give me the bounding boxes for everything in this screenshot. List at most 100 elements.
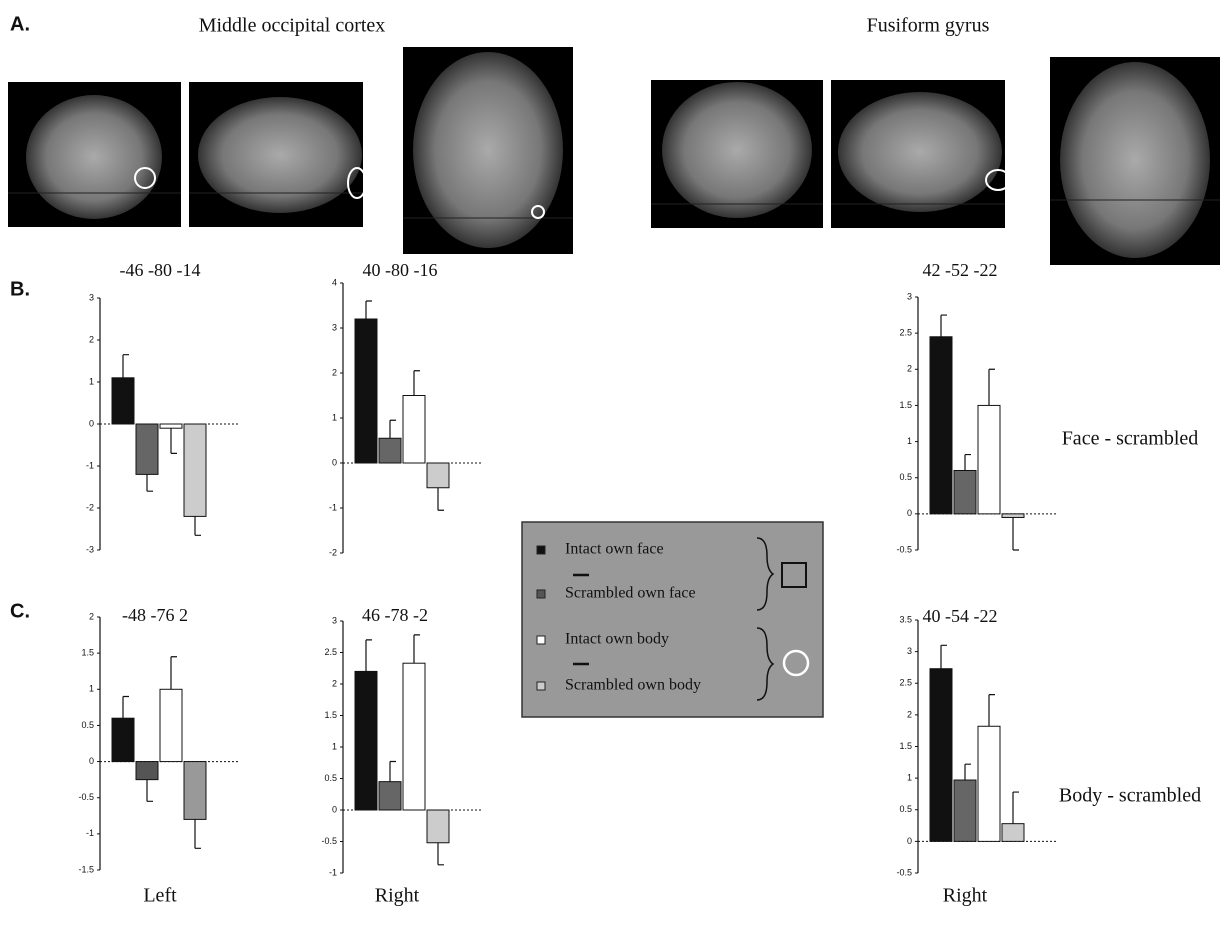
region-title: Middle occipital cortex	[199, 15, 386, 37]
y-tick-label: -0.5	[896, 867, 912, 877]
y-tick-label: 0	[907, 508, 912, 518]
y-tick-label: -1	[86, 828, 94, 838]
bar	[112, 718, 134, 761]
bar	[136, 762, 158, 780]
y-tick-label: -0.5	[321, 836, 337, 846]
legend-label: Scrambled own face	[565, 585, 696, 602]
bar	[1002, 514, 1024, 518]
panel-label: C.	[10, 600, 30, 622]
y-tick-label: 2	[332, 678, 337, 688]
y-tick-label: 1.5	[899, 400, 912, 410]
error-bar	[195, 516, 201, 535]
bar	[427, 463, 449, 488]
y-tick-label: 0	[907, 836, 912, 846]
bar	[184, 424, 206, 516]
bar	[355, 671, 377, 810]
error-bar	[989, 369, 995, 405]
legend-swatch	[537, 546, 545, 554]
error-bar	[438, 488, 444, 511]
y-tick-label: 4	[332, 277, 337, 287]
y-tick-label: -1	[86, 460, 94, 470]
y-tick-label: 1	[89, 684, 94, 694]
error-bar	[965, 764, 971, 780]
error-bar	[366, 301, 372, 319]
legend-label: Scrambled own body	[565, 677, 701, 694]
column-label: Right	[375, 885, 420, 907]
y-tick-label: -2	[86, 502, 94, 512]
y-tick-label: -1.5	[78, 864, 94, 874]
error-bar	[171, 657, 177, 690]
error-bar	[941, 645, 947, 668]
y-tick-label: 2	[89, 611, 94, 621]
error-bar	[438, 843, 444, 865]
error-bar	[390, 420, 396, 438]
bar	[160, 689, 182, 761]
y-tick-label: 0.5	[81, 720, 94, 730]
y-tick-label: 0.5	[899, 472, 912, 482]
error-bar	[366, 640, 372, 672]
error-bar	[414, 371, 420, 396]
column-label: Left	[143, 885, 177, 907]
y-tick-label: 0.5	[324, 773, 337, 783]
y-tick-label: 1	[89, 376, 94, 386]
brain-images	[8, 47, 1220, 265]
y-tick-label: 3	[907, 291, 912, 301]
bar	[930, 337, 952, 514]
y-tick-label: 1.5	[324, 710, 337, 720]
brain-shape	[198, 97, 362, 213]
error-bar	[171, 428, 177, 453]
panel-label: B.	[10, 278, 30, 300]
error-bar	[965, 455, 971, 471]
bar	[403, 663, 425, 810]
bar	[427, 810, 449, 843]
bar	[112, 378, 134, 424]
legend-swatch	[537, 590, 545, 598]
bar	[379, 782, 401, 810]
row-label: Face - scrambled	[1062, 428, 1199, 450]
y-tick-label: 1.5	[81, 648, 94, 658]
error-bar	[147, 780, 153, 802]
y-tick-label: 0	[89, 756, 94, 766]
y-tick-label: -3	[86, 544, 94, 554]
bar	[954, 470, 976, 513]
y-tick-label: -2	[329, 547, 337, 557]
error-bar	[1013, 792, 1019, 824]
y-tick-label: 3.5	[899, 614, 912, 624]
chart-title: -48 -76 2	[122, 605, 188, 625]
y-tick-label: 2	[89, 334, 94, 344]
bar	[978, 726, 1000, 841]
y-tick-label: 1.5	[899, 741, 912, 751]
y-tick-label: -0.5	[896, 544, 912, 554]
error-bar	[195, 819, 201, 848]
bar	[355, 319, 377, 463]
column-label: Right	[943, 885, 988, 907]
brain-shape	[838, 92, 1002, 212]
bar	[1002, 824, 1024, 842]
legend-label: Intact own body	[565, 631, 669, 648]
y-tick-label: 3	[89, 292, 94, 302]
error-bar	[390, 761, 396, 781]
y-tick-label: 3	[907, 646, 912, 656]
bar	[160, 424, 182, 428]
y-tick-label: 3	[332, 322, 337, 332]
chart-title: 40 -80 -16	[363, 260, 438, 280]
bar	[930, 669, 952, 842]
error-bar	[414, 635, 420, 663]
chart-title: -46 -80 -14	[120, 260, 201, 280]
bar	[184, 762, 206, 820]
y-tick-label: 0	[332, 457, 337, 467]
error-bar	[989, 695, 995, 727]
y-tick-label: 0	[89, 418, 94, 428]
y-tick-label: 1	[332, 412, 337, 422]
legend-swatch	[537, 682, 545, 690]
error-bar	[147, 474, 153, 491]
brain-shape	[26, 95, 162, 219]
y-tick-label: 1	[332, 741, 337, 751]
bar	[978, 405, 1000, 513]
figure: A. Middle occipital cortex Fusiform gyru…	[0, 0, 1231, 938]
y-tick-label: 3	[332, 615, 337, 625]
chart-title: 40 -54 -22	[923, 606, 998, 626]
brain-shape	[413, 52, 563, 248]
y-tick-label: 2	[907, 364, 912, 374]
chart-title: 46 -78 -2	[362, 605, 428, 625]
